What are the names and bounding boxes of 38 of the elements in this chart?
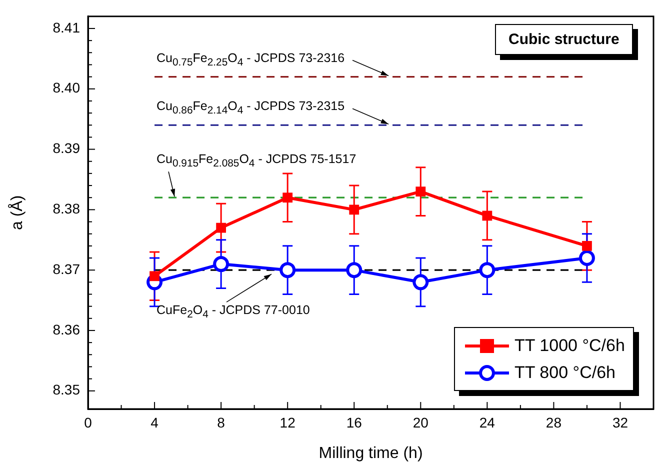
y-tick-label: 8.35 xyxy=(52,382,80,398)
y-tick-label: 8.41 xyxy=(52,19,80,36)
point xyxy=(280,262,296,278)
y-tick-label: 8.38 xyxy=(52,200,80,217)
ref-line-label: CuFe$_{2}$O$_{4}$ - JCPDS 77-0010 xyxy=(156,303,310,321)
y-axis-title: a (Å) xyxy=(8,195,26,230)
point xyxy=(412,274,429,290)
ref-line-label: Cu$_{0.915}$Fe$_{2.085}$O$_{4}$ - JCPDS 75-1517 xyxy=(156,152,356,170)
y-tick-label: 8.37 xyxy=(52,260,80,277)
ref-line-label: Cu$_{0.86}$Fe$_{2.14}$O$_{4}$ - JCPDS 73-2315 xyxy=(156,99,345,118)
point xyxy=(216,222,226,233)
point xyxy=(213,256,230,272)
point xyxy=(346,262,362,278)
y-tick-label: 8.39 xyxy=(52,140,80,156)
x-tick-label: 12 xyxy=(280,414,296,430)
x-tick-label: 4 xyxy=(150,414,159,430)
point xyxy=(416,186,426,197)
annotation: Cubic structure xyxy=(494,24,634,56)
x-tick-label: 24 xyxy=(479,414,496,430)
x-tick-label: 32 xyxy=(612,414,628,430)
x-tick-label: 20 xyxy=(412,414,429,430)
point xyxy=(349,204,360,215)
point xyxy=(578,250,595,266)
y-tick-label: 8.40 xyxy=(52,80,80,96)
x-axis-title: Milling time (h) xyxy=(318,444,423,462)
x-tick-label: 8 xyxy=(217,414,226,430)
x-tick-label: 0 xyxy=(84,414,92,430)
point xyxy=(482,210,492,221)
x-tick-label: 16 xyxy=(346,414,362,430)
point xyxy=(479,262,496,278)
legend-label: TT 800 °C/6h xyxy=(514,362,616,382)
legend-label: TT 1000 °C/6h xyxy=(514,336,625,356)
y-tick-label: 8.36 xyxy=(52,321,80,338)
ref-line-label: Cu$_{0.75}$Fe$_{2.25}$O$_{4}$ - JCPDS 73-2316 xyxy=(156,50,345,69)
point xyxy=(282,192,293,203)
point xyxy=(582,240,592,251)
x-tick-label: 28 xyxy=(546,414,562,430)
point xyxy=(150,271,160,282)
